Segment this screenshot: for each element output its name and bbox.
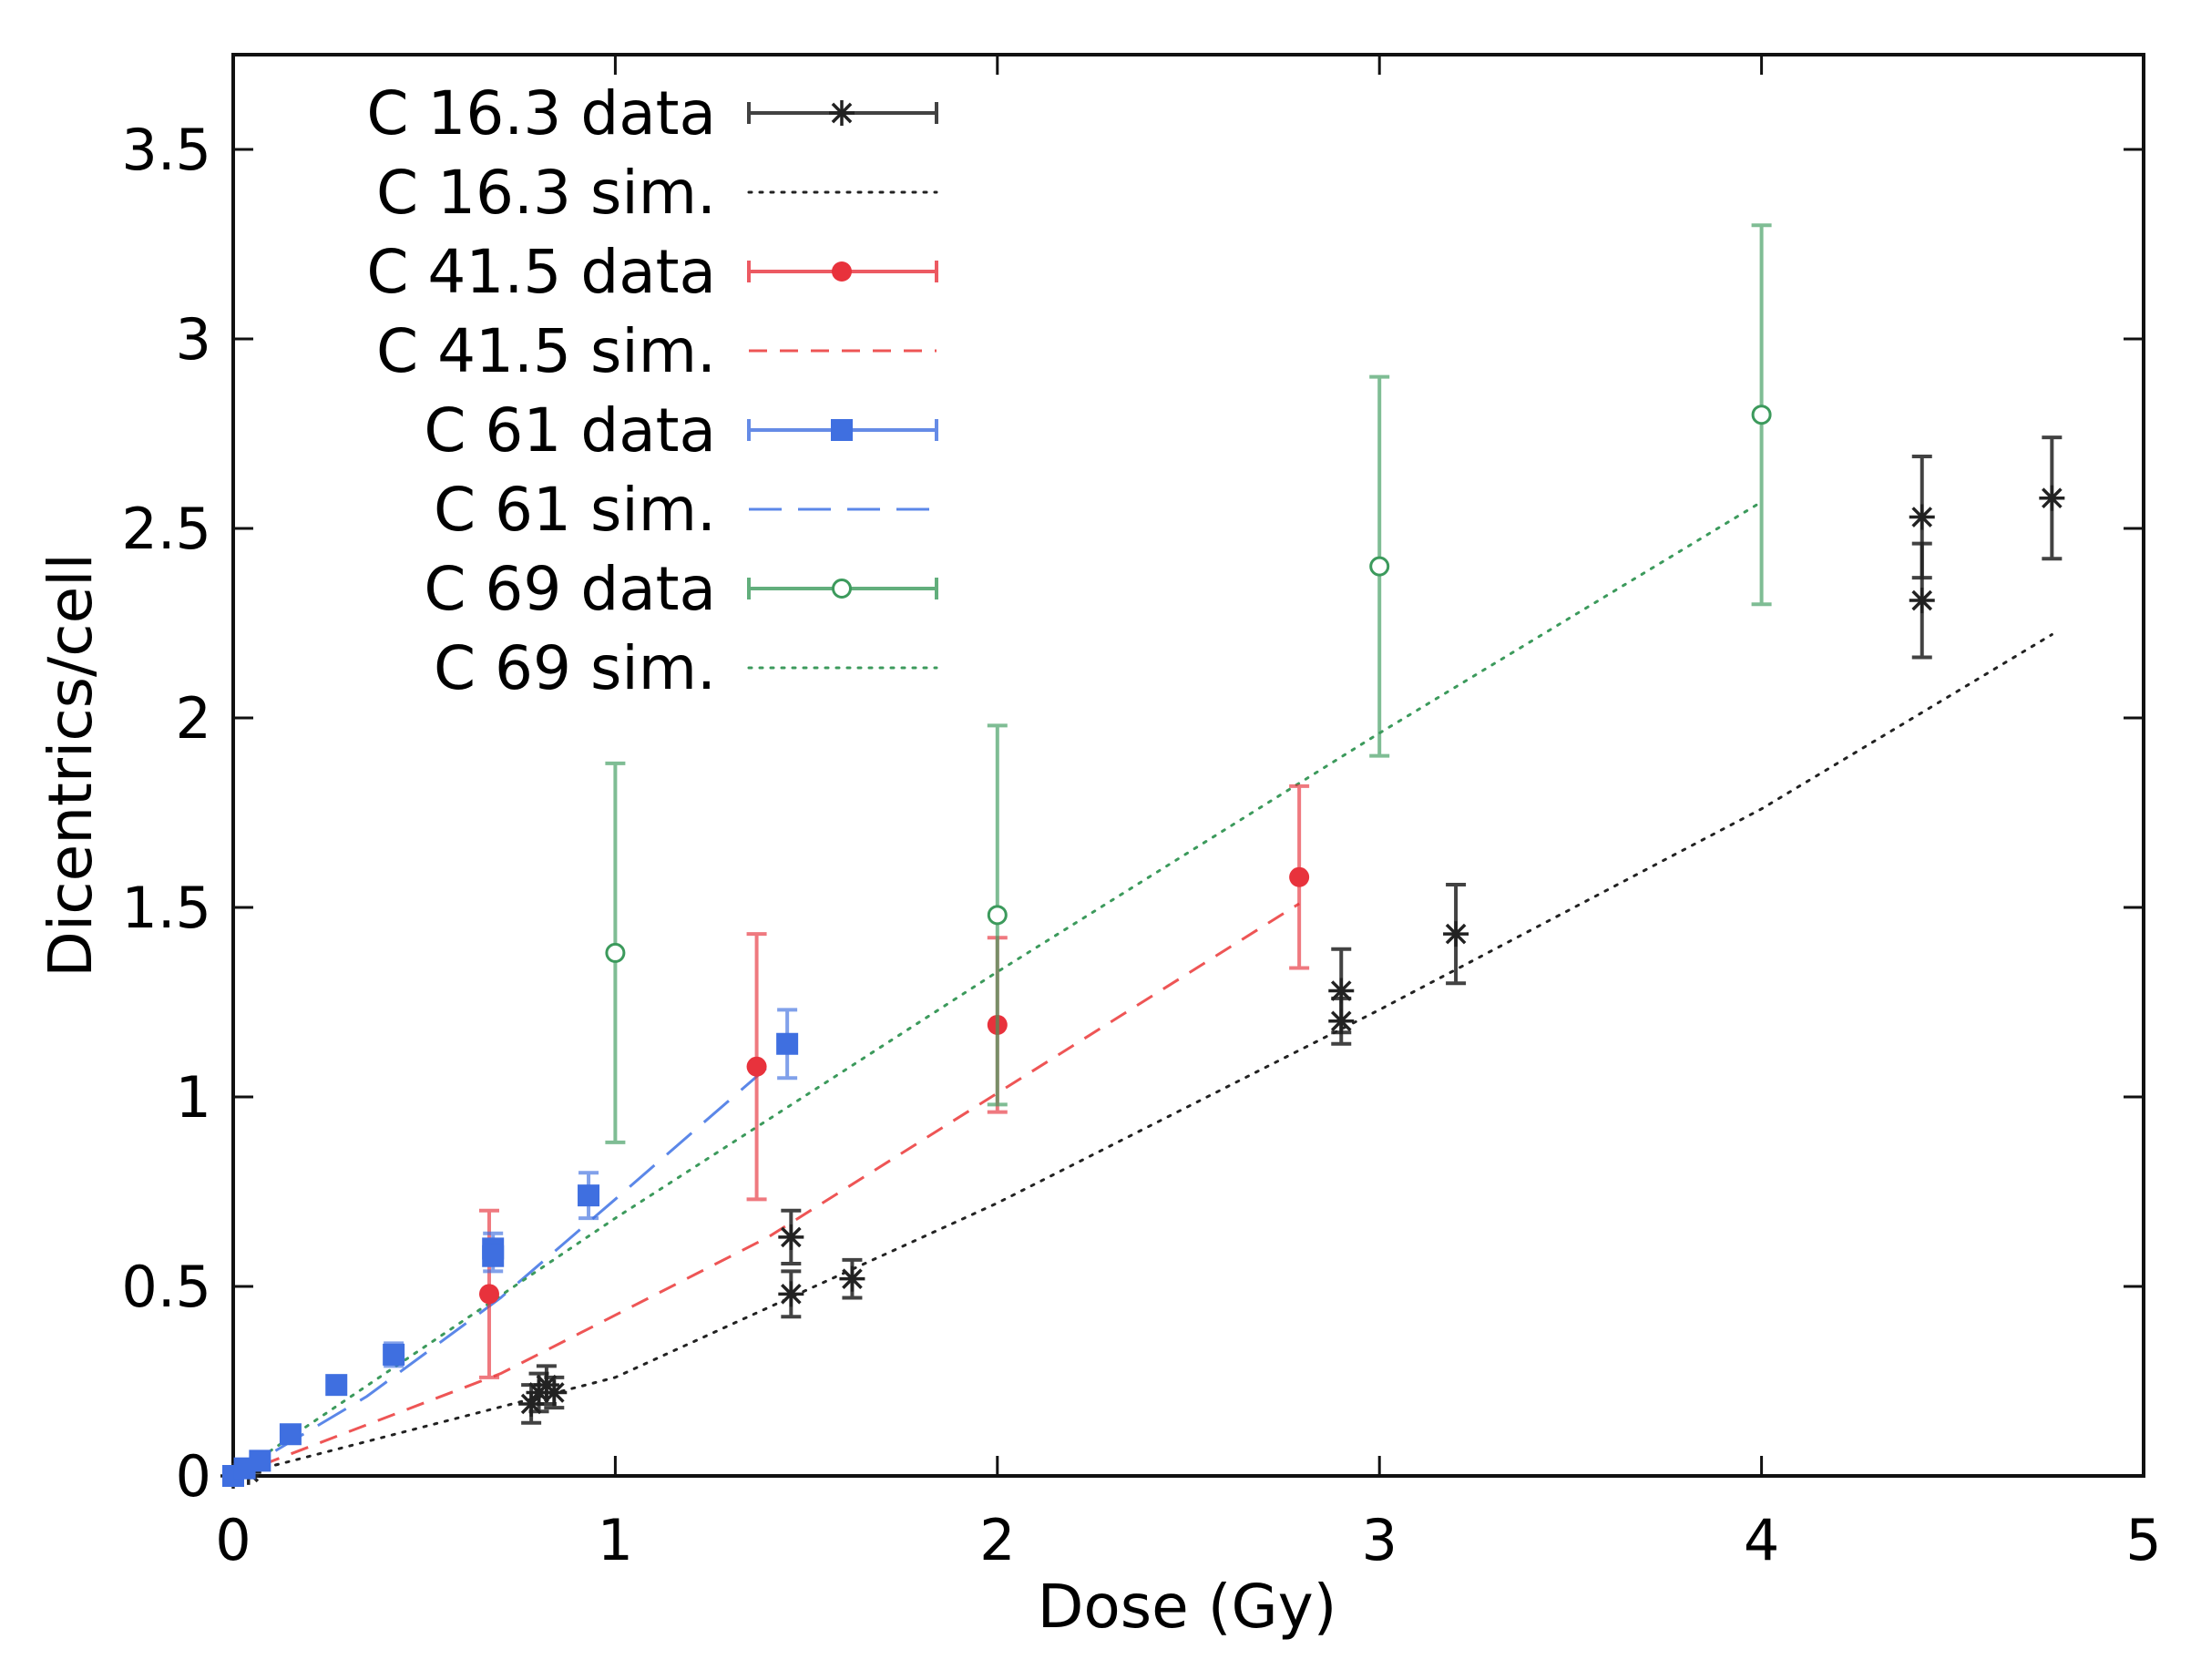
- y-tick-label: 1: [176, 1064, 211, 1131]
- data-point: [482, 1245, 505, 1267]
- data-point: [1443, 921, 1469, 948]
- y-tick-label: 0.5: [121, 1254, 211, 1320]
- legend-item: C 16.3 data: [366, 78, 938, 149]
- x-axis-title: Dose (Gy): [1038, 1572, 1337, 1642]
- legend-label: C 61 data: [424, 395, 716, 466]
- y-tick-label: 0: [176, 1443, 211, 1510]
- marker-stroke: [781, 1284, 802, 1305]
- data-point: [987, 905, 1008, 926]
- data-point: [1369, 556, 1390, 577]
- data-series-0: [220, 435, 2065, 1489]
- data-point: [776, 1032, 799, 1055]
- data-point: [1909, 588, 1935, 614]
- legend-marker: [832, 579, 852, 599]
- data-point: [249, 1450, 271, 1472]
- marker-stroke: [1911, 589, 1933, 611]
- y-tick-label: 2.5: [121, 496, 211, 562]
- data-series-6: [605, 223, 1772, 1144]
- marker-stroke: [1911, 507, 1933, 528]
- data-points: [220, 223, 2065, 1489]
- marker-stroke: [1445, 923, 1467, 945]
- legend-marker: [832, 261, 852, 282]
- marker-stroke: [1330, 980, 1352, 1001]
- x-tick-label: 5: [2125, 1507, 2161, 1573]
- data-point: [541, 1379, 568, 1406]
- data-point: [279, 1423, 302, 1446]
- data-point: [1328, 978, 1355, 1004]
- legend-label: C 41.5 sim.: [376, 316, 716, 386]
- y-tick-label: 2: [176, 685, 211, 752]
- y-tick-label: 3: [176, 306, 211, 373]
- axis-tick-labels: 0 1 2 3 4 5 0 0.5 1 1.5 2 2.5 3 3.5: [121, 117, 2161, 1573]
- data-point: [1289, 866, 1310, 887]
- marker-stroke: [781, 1226, 802, 1248]
- marker-stroke: [842, 1268, 863, 1289]
- legend-label: C 41.5 data: [366, 237, 716, 307]
- x-tick-label: 1: [598, 1507, 633, 1573]
- legend-label: C 16.3 data: [366, 78, 716, 149]
- legend-item: C 69 sim.: [434, 633, 938, 703]
- data-point: [778, 1224, 804, 1250]
- x-tick-label: 2: [979, 1507, 1015, 1573]
- data-point: [1909, 504, 1935, 530]
- data-series-4: [222, 1008, 799, 1487]
- sim-line-5: [232, 1065, 770, 1478]
- data-point: [1751, 405, 1772, 425]
- legend-marker: [831, 419, 853, 441]
- y-tick-label: 1.5: [121, 875, 211, 941]
- data-point: [839, 1265, 865, 1292]
- x-tick-label: 3: [1361, 1507, 1397, 1573]
- legend-item: C 61 data: [424, 395, 938, 466]
- y-tick-label: 3.5: [121, 117, 211, 183]
- legend-label: C 69 sim.: [434, 633, 716, 703]
- data-point: [605, 942, 626, 963]
- x-tick-label: 0: [215, 1507, 251, 1573]
- data-point: [478, 1284, 499, 1305]
- legend-label: C 61 sim.: [434, 475, 716, 545]
- data-point: [778, 1281, 804, 1307]
- legend-item: C 69 data: [424, 554, 938, 624]
- plot-area-frame: [231, 53, 2145, 1478]
- x-tick-label: 4: [1744, 1507, 1779, 1573]
- marker-stroke: [2042, 487, 2063, 509]
- y-axis-title: Dicentrics/cell: [36, 553, 106, 978]
- legend: C 16.3 data C 16.3 sim. C 41.5 data C 41.5 …: [366, 78, 938, 703]
- sim-line-3: [232, 902, 1300, 1478]
- legend-label: C 16.3 sim.: [376, 158, 716, 228]
- data-point: [746, 1056, 767, 1077]
- legend-item: C 16.3 sim.: [376, 158, 938, 228]
- legend-marker: [829, 100, 855, 126]
- legend-item: C 41.5 data: [366, 237, 938, 307]
- legend-item: C 61 sim.: [434, 475, 937, 545]
- data-point: [383, 1343, 405, 1366]
- marker-stroke: [543, 1382, 565, 1403]
- data-point: [2039, 485, 2065, 511]
- marker-stroke: [831, 102, 853, 124]
- data-point: [325, 1374, 348, 1397]
- data-point: [578, 1184, 600, 1207]
- legend-item: C 41.5 sim.: [376, 316, 937, 386]
- legend-label: C 69 data: [424, 554, 716, 624]
